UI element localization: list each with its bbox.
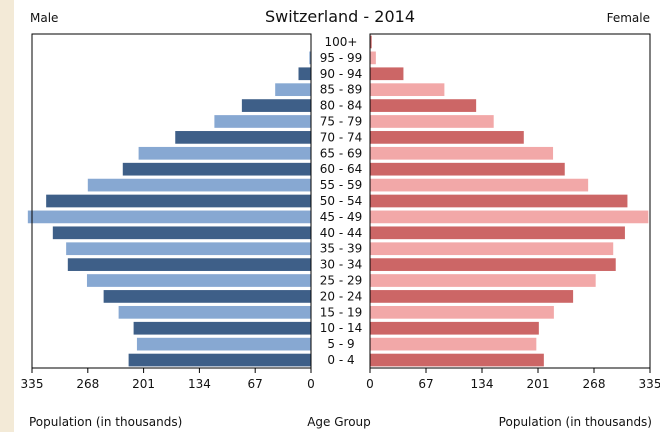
male-panel-frame [31,33,312,369]
male-bar [136,337,311,351]
male-bar [298,67,311,81]
chart-title: Switzerland - 2014 [265,7,415,26]
male-bar [66,242,311,256]
age-group-label: 35 - 39 [320,242,363,256]
female-bar [370,305,554,319]
age-group-label: 60 - 64 [320,162,363,176]
age-group-label: 75 - 79 [320,114,363,128]
female-bar [370,274,596,287]
female-bar [370,83,445,97]
male-bar [175,131,311,144]
age-group-label: 20 - 24 [320,289,363,303]
left-axis-title: Population (in thousands) [29,415,182,429]
male-bar [133,321,311,335]
female-bar [370,162,565,176]
female-bar [370,337,537,351]
female-x-tick-label: 67 [418,377,433,391]
male-bar [118,305,311,319]
right-axis-title: Population (in thousands) [499,415,652,429]
female-bar [370,115,494,128]
female-bar [370,51,376,65]
female-label: Female [607,11,650,25]
age-group-label: 100+ [325,35,358,49]
age-group-label: 90 - 94 [320,67,363,81]
female-bar [370,194,628,208]
age-group-label: 0 - 4 [327,353,354,367]
female-x-tick-label: 201 [527,377,550,391]
female-x-tick-label: 268 [583,377,606,391]
age-group-label: 95 - 99 [320,51,363,65]
male-bar [241,99,311,112]
center-axis-title: Age Group [307,415,371,429]
male-x-tick-label: 67 [248,377,263,391]
male-x-tick-label: 335 [21,377,44,391]
female-panel-frame [369,33,651,369]
male-bar [52,226,312,240]
male-x-tick-label: 268 [76,377,99,391]
male-bar [86,274,311,287]
male-bar [103,290,312,303]
age-group-label: 30 - 34 [320,258,363,272]
female-x-tick-label: 134 [471,377,494,391]
female-bar [370,35,372,49]
female-bar [370,242,614,256]
page-edge-strip [0,0,14,432]
male-label: Male [30,11,58,25]
female-bar [370,131,524,144]
age-group-label: 45 - 49 [320,210,363,224]
male-bar [275,83,311,97]
female-bar [370,290,574,303]
age-group-label: 80 - 84 [320,99,363,113]
female-bar [370,321,539,335]
male-bar [138,146,311,160]
female-bar [370,146,554,160]
male-bar [46,194,312,208]
female-x-tick-label: 0 [366,377,374,391]
male-x-tick-label: 0 [307,377,315,391]
age-group-label: 5 - 9 [327,337,354,351]
age-group-label: 70 - 74 [320,130,363,144]
female-bar [370,353,544,367]
female-bar [370,178,589,192]
female-bar [370,226,625,240]
age-group-label: 85 - 89 [320,83,363,97]
age-group-label: 55 - 59 [320,178,363,192]
age-group-label: 40 - 44 [320,226,363,240]
male-bar [122,162,311,176]
male-x-tick-label: 134 [188,377,211,391]
male-bar [67,258,311,271]
male-x-tick-label: 201 [132,377,155,391]
female-bar [370,67,404,81]
female-bar [370,258,616,271]
female-x-tick-label: 335 [639,377,660,391]
age-group-label: 15 - 19 [320,305,363,319]
male-bar [128,353,311,367]
age-group-label: 65 - 69 [320,146,363,160]
male-bar [309,51,311,65]
female-bar [370,210,649,224]
age-group-label: 10 - 14 [320,321,363,335]
male-bar [214,115,311,128]
age-group-label: 50 - 54 [320,194,363,208]
age-group-label: 25 - 29 [320,274,363,288]
male-bar [87,178,311,192]
female-bar [370,99,477,112]
male-bar [27,210,312,224]
